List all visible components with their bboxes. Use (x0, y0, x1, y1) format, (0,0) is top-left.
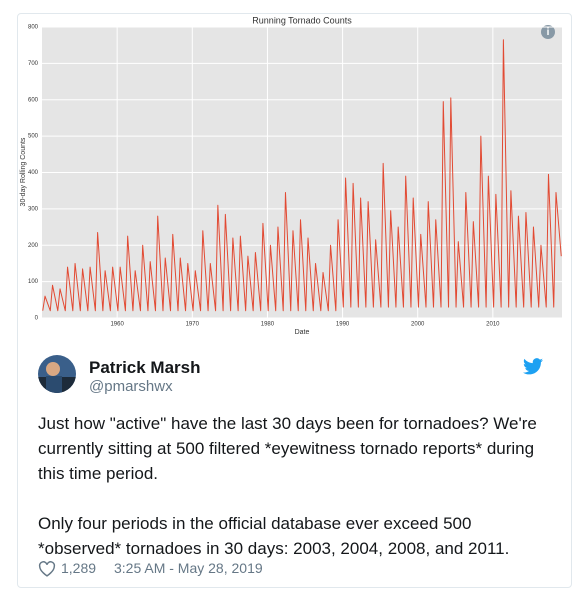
chart: Running Tornado Counts Date 30-day Rolli… (20, 15, 562, 336)
y-tick-label: 500 (28, 134, 39, 140)
y-tick-label: 200 (28, 243, 39, 249)
twitter-logo[interactable] (523, 358, 543, 375)
info-icon[interactable] (541, 25, 555, 39)
data-line (42, 39, 562, 312)
y-tick-label: 0 (35, 316, 39, 322)
tweet-paragraph: Just how "active" have the last 30 days … (38, 414, 537, 483)
tweet-text: Just how "active" have the last 30 days … (38, 411, 548, 586)
x-axis-label: Date (295, 329, 310, 336)
y-tick-label: 100 (28, 279, 39, 285)
y-tick-label: 400 (28, 170, 39, 176)
timestamp[interactable]: 3:25 AM - May 28, 2019 (114, 560, 263, 576)
tweet-paragraph: Only four periods in the official databa… (38, 514, 510, 558)
x-tick-label: 1980 (261, 322, 275, 328)
y-tick-label: 700 (28, 61, 39, 67)
like-count[interactable]: 1,289 (61, 560, 97, 576)
x-tick-label: 2000 (411, 322, 425, 328)
y-axis-label: 30-day Rolling Counts (20, 137, 27, 206)
x-tick-label: 1990 (336, 322, 350, 328)
info-icon-glyph: i (547, 27, 550, 38)
like-icon[interactable] (38, 561, 56, 577)
x-tick-label: 1960 (110, 322, 124, 328)
author-handle[interactable]: @pmarshwx (89, 378, 173, 395)
author-name[interactable]: Patrick Marsh (89, 358, 201, 377)
x-tick-label: 1970 (186, 322, 200, 328)
chart-title: Running Tornado Counts (252, 15, 352, 25)
avatar[interactable] (38, 355, 76, 393)
y-tick-label: 300 (28, 206, 39, 212)
y-tick-label: 600 (28, 97, 39, 103)
y-tick-label: 800 (28, 25, 39, 31)
x-tick-label: 2010 (486, 322, 500, 328)
tweet-card (17, 13, 572, 588)
